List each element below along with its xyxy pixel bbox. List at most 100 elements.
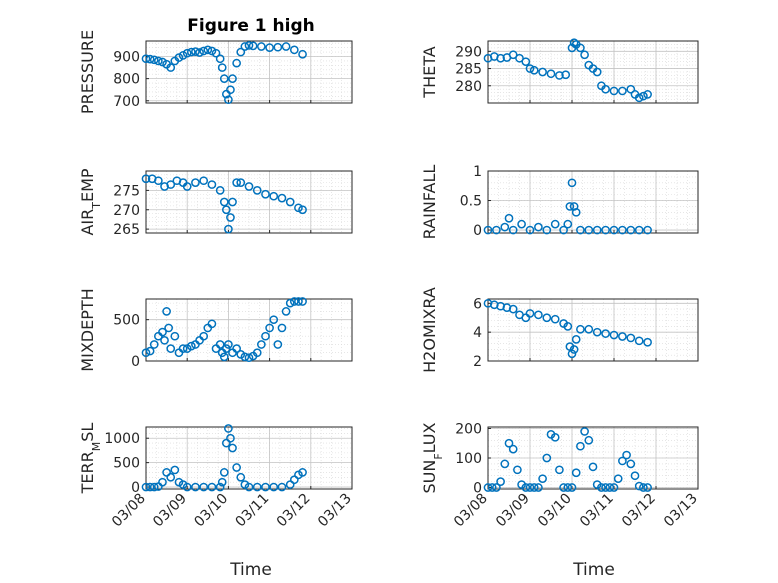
data-point xyxy=(207,319,217,329)
data-point xyxy=(191,47,200,56)
data-point xyxy=(228,74,237,83)
data-point xyxy=(521,483,531,492)
data-point xyxy=(217,63,227,72)
data-point xyxy=(186,341,196,351)
data-point xyxy=(215,482,225,492)
data-point xyxy=(487,483,497,492)
data-point xyxy=(525,64,535,73)
y-tick-label: 4 xyxy=(473,325,482,341)
data-point xyxy=(521,57,531,67)
data-point xyxy=(534,222,543,232)
data-point xyxy=(634,336,644,346)
data-point xyxy=(226,433,235,443)
data-point xyxy=(226,85,235,95)
data-point xyxy=(508,50,518,60)
data-point xyxy=(496,477,505,486)
data-point xyxy=(609,330,619,340)
y-tick-label: 2 xyxy=(473,354,482,370)
data-point xyxy=(601,225,610,235)
data-point xyxy=(199,176,209,186)
data-point xyxy=(534,310,543,320)
data-point xyxy=(277,193,287,203)
x-axis-label-left: Time xyxy=(229,560,272,580)
x-tick-label: 03/13 xyxy=(661,491,701,531)
data-point xyxy=(248,41,258,51)
data-point xyxy=(224,95,233,105)
data-point xyxy=(622,450,631,460)
data-point xyxy=(576,324,585,334)
data-point xyxy=(211,48,221,58)
data-point xyxy=(630,471,640,481)
figure-title: Figure 1 high xyxy=(187,16,315,36)
data-point xyxy=(298,205,307,215)
data-point xyxy=(592,225,602,235)
data-point xyxy=(217,477,227,487)
data-point xyxy=(601,329,610,338)
data-point xyxy=(555,465,564,475)
data-point xyxy=(224,424,233,433)
data-point xyxy=(199,331,209,341)
data-point xyxy=(215,340,225,349)
data-point xyxy=(584,435,594,445)
data-point xyxy=(563,483,573,492)
data-point xyxy=(224,224,233,234)
y-tick-label: 0 xyxy=(131,354,140,370)
data-point xyxy=(277,323,287,333)
data-point xyxy=(252,186,262,195)
data-point xyxy=(145,346,155,356)
y-tick-label: 265 xyxy=(113,222,140,238)
data-point xyxy=(228,197,237,207)
data-point xyxy=(199,46,209,56)
y-tick-label: 0.5 xyxy=(460,194,482,210)
data-point xyxy=(508,225,518,235)
data-point xyxy=(232,58,241,68)
data-point xyxy=(597,483,606,492)
data-point xyxy=(550,219,560,229)
data-point xyxy=(550,432,560,442)
data-point xyxy=(257,42,266,51)
subplot-3: 265 270 275 AIRTEMP xyxy=(78,168,353,238)
data-point xyxy=(639,91,648,101)
data-point xyxy=(164,323,174,333)
data-point xyxy=(281,307,291,316)
data-point xyxy=(626,225,636,235)
data-point xyxy=(182,482,192,492)
data-point xyxy=(613,474,623,484)
data-point xyxy=(546,69,556,79)
y-tick-label: 1 xyxy=(473,164,482,180)
data-point xyxy=(525,225,535,235)
data-point xyxy=(154,56,163,66)
data-point xyxy=(500,222,510,232)
data-point xyxy=(252,482,262,492)
data-point xyxy=(244,41,254,50)
data-point xyxy=(277,482,287,492)
data-point xyxy=(207,180,217,189)
data-point xyxy=(542,225,552,235)
data-point xyxy=(158,477,167,487)
data-point xyxy=(559,483,568,492)
data-point xyxy=(298,49,307,59)
y-axis-label: TERRMSL xyxy=(78,423,103,495)
data-point xyxy=(285,197,295,207)
data-point xyxy=(561,70,571,80)
data-point xyxy=(261,482,270,492)
data-point xyxy=(534,483,543,492)
data-point xyxy=(215,186,225,195)
data-point xyxy=(207,482,217,492)
data-point xyxy=(571,335,581,344)
data-point xyxy=(525,309,535,318)
data-point xyxy=(294,297,303,306)
data-point xyxy=(269,191,279,201)
data-point xyxy=(559,225,568,235)
data-point xyxy=(576,43,585,53)
data-point xyxy=(576,225,585,235)
y-tick-label: 1000 xyxy=(104,431,140,447)
data-point xyxy=(178,344,188,353)
data-point xyxy=(160,335,169,345)
data-point xyxy=(508,444,518,454)
subplot-7: 0 500 1000 03/08 03/09 03/10 03/11 03/12 03/13 TE… xyxy=(78,423,355,531)
data-point xyxy=(219,74,229,83)
data-point xyxy=(195,48,204,57)
data-point xyxy=(529,65,539,75)
data-point xyxy=(149,482,159,492)
